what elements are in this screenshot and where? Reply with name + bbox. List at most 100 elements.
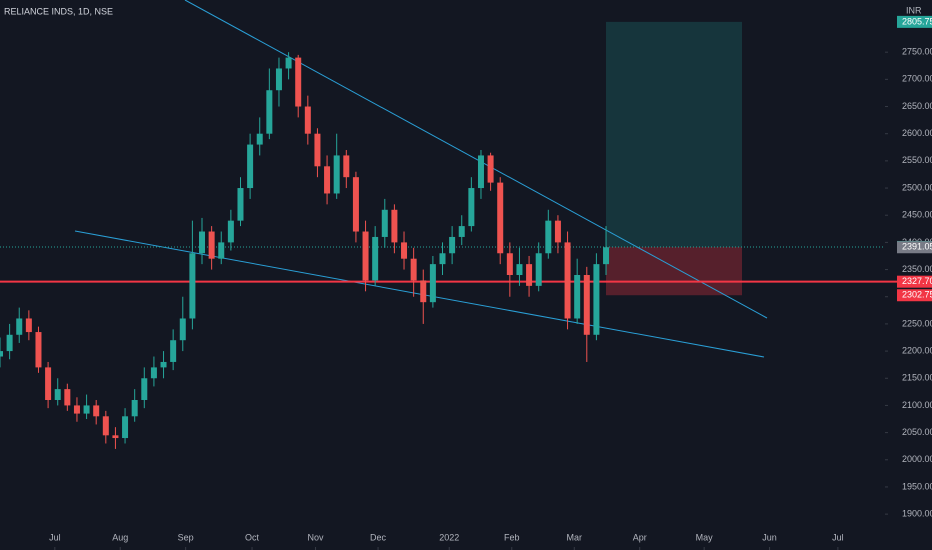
x-tick-label: Nov	[308, 532, 325, 542]
candle-body	[410, 258, 417, 281]
candle-body	[429, 264, 436, 303]
candle-body	[439, 253, 446, 265]
candle-body	[93, 405, 100, 417]
candle-body	[237, 188, 244, 221]
candle-body	[285, 57, 292, 69]
loss-zone	[606, 246, 742, 296]
candle-body	[25, 318, 32, 333]
price-label-box	[897, 15, 932, 28]
candle-body	[170, 340, 177, 362]
candle-body	[468, 188, 475, 227]
candle-body	[583, 275, 590, 335]
y-tick-label: 2100.00	[902, 400, 932, 410]
candle-body	[150, 367, 157, 379]
candle-body	[477, 155, 484, 189]
candle-body	[352, 177, 359, 232]
candle-body	[275, 68, 282, 91]
y-tick-label: 1900.00	[902, 509, 932, 519]
candle-body	[304, 106, 311, 134]
candle-body	[227, 220, 234, 243]
candle-body	[564, 242, 571, 319]
candle-body	[266, 90, 273, 134]
y-tick-label: 2200.00	[902, 345, 932, 355]
x-tick-label: Apr	[633, 532, 647, 542]
currency: INR	[906, 5, 922, 15]
candle-body	[554, 220, 561, 243]
candle-body	[333, 155, 340, 194]
candle-body	[381, 209, 388, 237]
candle-body	[54, 389, 61, 400]
candle-body	[535, 253, 542, 286]
candle-body	[526, 264, 533, 286]
candle-body	[131, 400, 138, 417]
y-tick-label: 2600.00	[902, 128, 932, 138]
candle-body	[603, 247, 610, 265]
candle-body	[574, 275, 581, 319]
x-tick-label: Jul	[49, 532, 61, 542]
x-tick-label: Aug	[112, 532, 128, 542]
candle-body	[160, 361, 167, 368]
candle-body	[208, 231, 215, 259]
x-tick-label: Jul	[832, 532, 844, 542]
candle-body	[64, 389, 71, 406]
candle-body	[295, 57, 302, 107]
y-tick-label: 2450.00	[902, 210, 932, 220]
y-tick-label: 2700.00	[902, 74, 932, 84]
price-label-box	[897, 241, 932, 254]
candle-body	[45, 367, 52, 400]
candle-body	[256, 133, 263, 145]
candle-body	[73, 405, 80, 414]
y-tick-label: 2050.00	[902, 427, 932, 437]
price-label: 2805.75	[902, 16, 932, 26]
x-tick-label: Sep	[178, 532, 194, 542]
candle-body	[16, 318, 23, 335]
y-tick-label: 2350.00	[902, 264, 932, 274]
y-tick-label: 2150.00	[902, 373, 932, 383]
y-tick-label: 2650.00	[902, 101, 932, 111]
candle-body	[102, 416, 109, 436]
position-box	[606, 21, 742, 296]
y-tick-label: 2000.00	[902, 454, 932, 464]
y-tick-label: 2550.00	[902, 155, 932, 165]
x-tick-label: Mar	[567, 532, 583, 542]
chart-title: RELIANCE INDS, 1D, NSE	[4, 6, 113, 16]
candle-body	[112, 435, 119, 439]
x-tick-label: Jun	[762, 532, 777, 542]
x-tick-label: 2022	[439, 532, 459, 542]
candle-body	[362, 231, 369, 281]
y-tick-label: 2750.00	[902, 47, 932, 57]
candle-body	[401, 242, 408, 259]
candle-body	[6, 334, 13, 352]
candle-body	[372, 236, 379, 281]
price-label-box	[897, 289, 932, 302]
x-tick-label: Oct	[245, 532, 260, 542]
y-tick-label: 2250.00	[902, 318, 932, 328]
x-tick-label: Dec	[370, 532, 387, 542]
x-tick-label: May	[696, 532, 714, 542]
candle-body	[189, 253, 196, 319]
y-tick-label: 2500.00	[902, 182, 932, 192]
candle-body	[199, 231, 206, 254]
candle-body	[449, 236, 456, 254]
candle-body	[247, 144, 254, 189]
candle-body	[516, 264, 523, 275]
candle-body	[458, 226, 465, 237]
candle-body	[545, 220, 552, 254]
profit-zone	[606, 21, 742, 247]
candle-body	[35, 332, 42, 368]
price-label-box	[897, 275, 932, 288]
candle-body	[141, 378, 148, 400]
price-label: 2391.05	[902, 242, 932, 252]
price-label: 2302.75	[902, 290, 932, 300]
trend-line	[184, 0, 768, 319]
candle-body	[83, 405, 90, 414]
trend-line	[74, 230, 765, 358]
candle-body	[218, 242, 225, 259]
x-tick-label: Feb	[504, 532, 520, 542]
y-tick-label: 1950.00	[902, 481, 932, 491]
candle-body	[506, 253, 513, 275]
candle-body	[391, 209, 398, 243]
candle-body	[593, 264, 600, 335]
